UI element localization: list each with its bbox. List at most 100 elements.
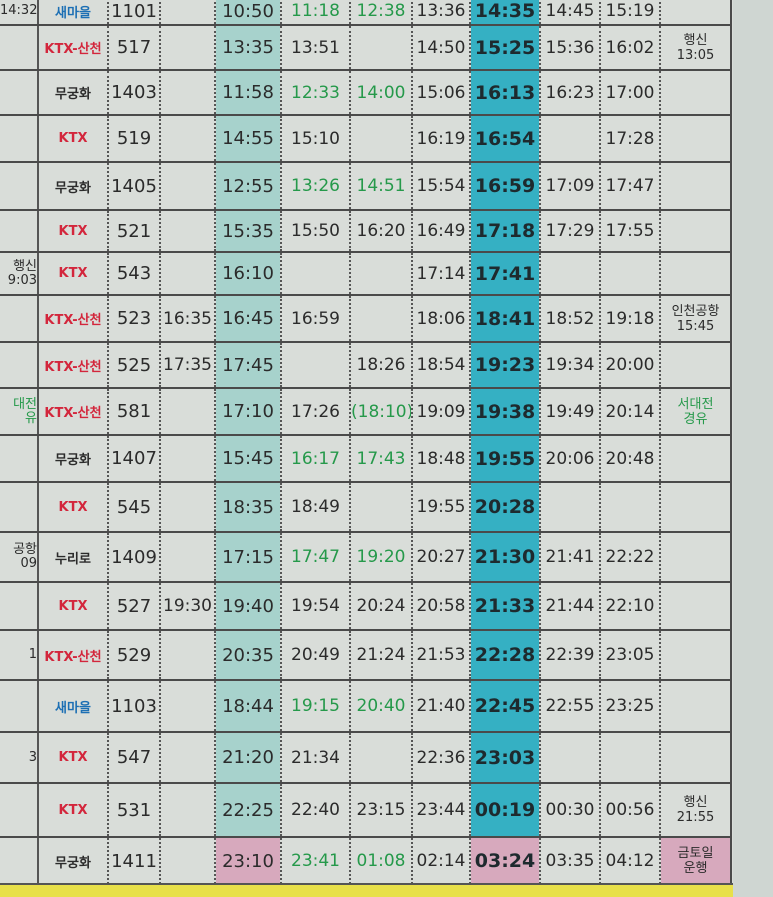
- remark-cell: [660, 70, 732, 116]
- time-cell: 14:50: [412, 25, 471, 71]
- time-cell: [160, 388, 216, 436]
- time-cell: 17:09: [540, 162, 601, 211]
- time-cell: 19:20: [350, 532, 413, 583]
- time-cell: 23:44: [412, 783, 471, 838]
- time-cell: (18:10): [350, 388, 413, 436]
- time-cell: 17:43: [350, 435, 413, 483]
- train-type: KTX-산천: [38, 342, 109, 389]
- time-cell: 15:54: [412, 162, 471, 211]
- time-cell: 03:24: [470, 837, 541, 886]
- time-cell: 21:24: [350, 630, 413, 681]
- time-cell: 15:35: [215, 210, 282, 253]
- train-number: 1403: [108, 70, 161, 116]
- train-type: KTX-산천: [38, 388, 109, 436]
- time-cell: 20:40: [350, 680, 413, 733]
- train-number: 529: [108, 630, 161, 681]
- remark-cell: [660, 732, 732, 784]
- train-number: 519: [108, 115, 161, 163]
- left-note-cell: 3: [0, 732, 39, 784]
- time-cell: 21:34: [281, 732, 351, 784]
- remark-cell: [660, 435, 732, 483]
- time-cell: [350, 482, 413, 533]
- time-cell: [160, 252, 216, 296]
- time-cell: 18:06: [412, 295, 471, 343]
- train-type: 무궁화: [38, 70, 109, 116]
- time-cell: 17:00: [600, 70, 661, 116]
- time-cell: 17:28: [600, 115, 661, 163]
- train-type: KTX-산천: [38, 295, 109, 343]
- timetable-row: KTX 545 18:35 18:49 19:55 20:28: [0, 482, 732, 533]
- footer-strip: [0, 883, 733, 897]
- time-cell: 16:02: [600, 25, 661, 71]
- train-type: KTX-산천: [38, 630, 109, 681]
- left-note-cell: [0, 115, 39, 163]
- time-cell: 19:09: [412, 388, 471, 436]
- train-type: KTX: [38, 732, 109, 784]
- time-cell: 17:14: [412, 252, 471, 296]
- time-cell: 17:10: [215, 388, 282, 436]
- time-cell: 00:30: [540, 783, 601, 838]
- time-cell: 22:45: [470, 680, 541, 733]
- time-cell: 15:50: [281, 210, 351, 253]
- time-cell: 04:12: [600, 837, 661, 886]
- train-number: 545: [108, 482, 161, 533]
- left-note-cell: [0, 783, 39, 838]
- remark-cell: [660, 680, 732, 733]
- timetable-row: KTX 519 14:55 15:10 16:19 16:54 17:28: [0, 115, 732, 163]
- time-cell: 16:20: [350, 210, 413, 253]
- train-number: 1103: [108, 680, 161, 733]
- time-cell: 20:58: [412, 582, 471, 631]
- time-cell: [160, 70, 216, 116]
- time-cell: 14:45: [540, 0, 601, 26]
- time-cell: 20:48: [600, 435, 661, 483]
- left-note-cell: [0, 482, 39, 533]
- time-cell: [540, 732, 601, 784]
- time-cell: 23:25: [600, 680, 661, 733]
- time-cell: 15:06: [412, 70, 471, 116]
- timetable-row: KTX-산천 525 17:35 17:45 18:26 18:54 19:23 19:34 2…: [0, 342, 732, 389]
- train-type: KTX: [38, 210, 109, 253]
- train-number: 1101: [108, 0, 161, 26]
- time-cell: 11:18: [281, 0, 351, 26]
- remark-cell: [660, 210, 732, 253]
- timetable-row: KTX 531 22:25 22:40 23:15 23:44 00:19 00:30 00:5…: [0, 783, 732, 838]
- remark-cell: 금토일 운행: [660, 837, 732, 886]
- time-cell: 13:36: [412, 0, 471, 26]
- time-cell: 22:39: [540, 630, 601, 681]
- time-cell: 21:41: [540, 532, 601, 583]
- time-cell: 23:03: [470, 732, 541, 784]
- time-cell: 20:49: [281, 630, 351, 681]
- timetable-row: 무궁화 1411 23:10 23:41 01:08 02:14 03:24 03:35 04:…: [0, 837, 732, 886]
- time-cell: [160, 630, 216, 681]
- left-note-cell: 대전 유: [0, 388, 39, 436]
- time-cell: 17:47: [281, 532, 351, 583]
- time-cell: 15:19: [600, 0, 661, 26]
- time-cell: 18:54: [412, 342, 471, 389]
- time-cell: 21:33: [470, 582, 541, 631]
- train-type: 무궁화: [38, 162, 109, 211]
- time-cell: 20:00: [600, 342, 661, 389]
- time-cell: 01:08: [350, 837, 413, 886]
- train-number: 523: [108, 295, 161, 343]
- time-cell: 18:52: [540, 295, 601, 343]
- time-cell: [350, 252, 413, 296]
- remark-cell: [660, 482, 732, 533]
- time-cell: 14:51: [350, 162, 413, 211]
- time-cell: 21:40: [412, 680, 471, 733]
- train-timetable: 14:32 새마을 1101 10:50 11:18 12:38 13:36 14:35 14:…: [0, 0, 732, 886]
- train-type: KTX: [38, 115, 109, 163]
- time-cell: 17:26: [281, 388, 351, 436]
- time-cell: 18:26: [350, 342, 413, 389]
- time-cell: 16:59: [470, 162, 541, 211]
- train-type: KTX: [38, 582, 109, 631]
- time-cell: 16:17: [281, 435, 351, 483]
- time-cell: [350, 732, 413, 784]
- left-note-cell: [0, 342, 39, 389]
- train-type: 누리로: [38, 532, 109, 583]
- time-cell: 23:15: [350, 783, 413, 838]
- time-cell: [160, 482, 216, 533]
- time-cell: 19:54: [281, 582, 351, 631]
- time-cell: 18:48: [412, 435, 471, 483]
- time-cell: 19:23: [470, 342, 541, 389]
- time-cell: 13:35: [215, 25, 282, 71]
